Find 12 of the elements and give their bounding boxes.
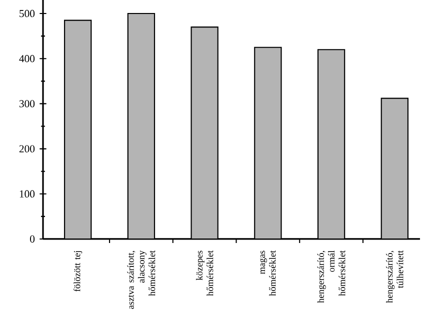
y-tick-label: 500	[20, 10, 35, 18]
x-tick-label: hengerszárító, ormál hőmérséklet	[317, 250, 346, 303]
x-tick-label: fölözött tej	[74, 251, 82, 292]
y-tick-label: 200	[19, 145, 35, 152]
x-tick-label: közepes hőmérséklet	[196, 250, 214, 296]
x-tick-label: hengerszárító, túlhevített	[386, 250, 404, 303]
y-tick-label: 400	[19, 55, 35, 62]
y-tick-label: 100	[20, 190, 35, 198]
x-tick-label: asztva szárított, alacsony hőmérséklet	[127, 250, 156, 309]
y-tick-label: 0	[30, 235, 35, 243]
x-tick-label: magas hőmérséklet	[260, 250, 276, 296]
y-tick-label: 300	[19, 100, 35, 108]
